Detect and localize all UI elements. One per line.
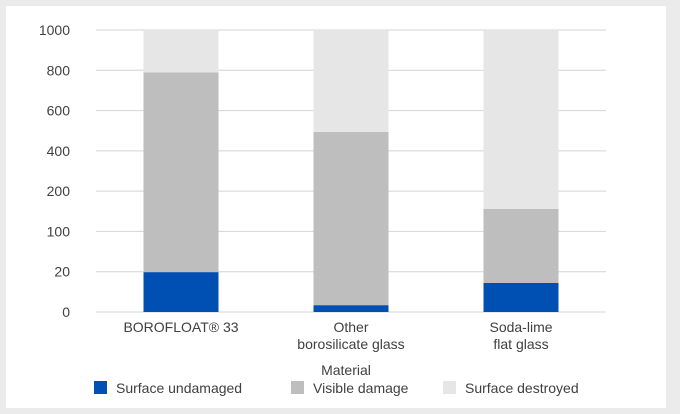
x-axis-title: Material <box>321 362 371 378</box>
bar-segment <box>143 30 219 73</box>
legend-swatch <box>291 381 304 394</box>
y-tick-label: 400 <box>47 143 71 159</box>
y-tick-label: 200 <box>47 183 71 199</box>
y-tick-label: 20 <box>54 264 70 280</box>
bar-segment <box>483 30 559 209</box>
bar-segment <box>483 282 559 312</box>
y-tick-labels: 0 20 100 200 400 600 800 1000 <box>39 22 70 320</box>
x-tick-label: flat glass <box>493 336 548 352</box>
y-tick-label: 0 <box>62 304 70 320</box>
bar-segment <box>313 131 389 306</box>
legend-label: Surface destroyed <box>465 380 579 396</box>
legend-swatch <box>94 381 107 394</box>
x-tick-label: Soda-lime <box>489 319 552 335</box>
x-tick-label: borosilicate glass <box>297 336 404 352</box>
bar-segment <box>483 208 559 283</box>
legend: Surface undamaged Visible damage Surface d… <box>94 380 579 396</box>
y-tick-label: 800 <box>47 62 71 78</box>
bar-segment <box>313 305 389 312</box>
y-tick-label: 1000 <box>39 22 70 38</box>
y-tick-label: 600 <box>47 103 71 119</box>
x-tick-label: BOROFLOAT® 33 <box>123 319 238 335</box>
stacked-bar-chart: 0 20 100 200 400 600 800 1000 BOROFLOAT® 33 Othe… <box>39 22 606 396</box>
legend-label: Surface undamaged <box>116 380 242 396</box>
bar-segment <box>143 272 219 312</box>
bars <box>143 30 559 312</box>
chart-panel: 0 20 100 200 400 600 800 1000 BOROFLOAT® 33 Othe… <box>6 6 666 408</box>
x-tick-label: Other <box>333 319 368 335</box>
bar-segment <box>313 30 389 132</box>
legend-label: Visible damage <box>313 380 409 396</box>
bar-segment <box>143 72 219 273</box>
y-tick-label: 100 <box>47 223 71 239</box>
legend-swatch <box>443 381 456 394</box>
